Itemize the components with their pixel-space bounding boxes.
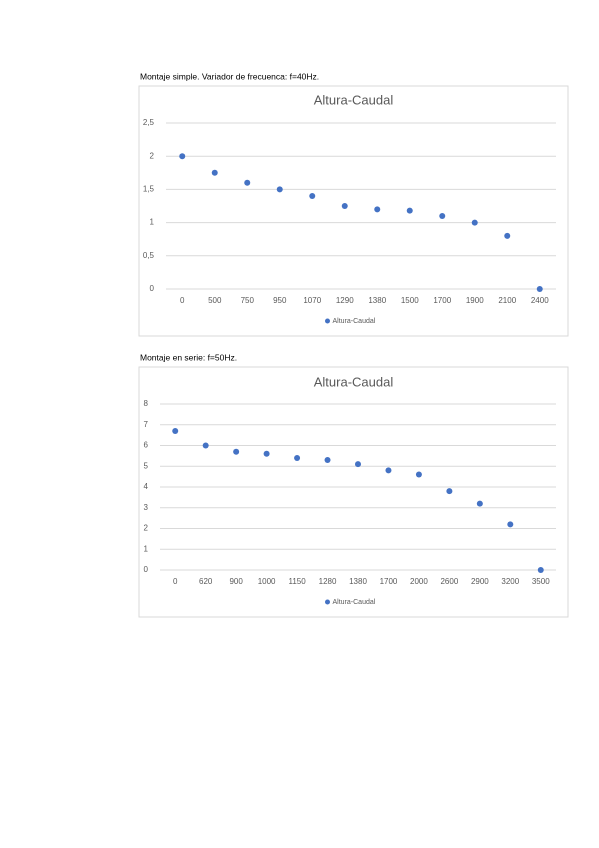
x-tick-label: 1700 <box>380 577 398 586</box>
data-point <box>244 179 251 186</box>
x-tick-label: 1150 <box>288 577 306 586</box>
data-point <box>374 206 381 213</box>
x-tick-label: 2100 <box>498 296 516 305</box>
chart-heading: Montaje en serie: f=50Hz. <box>140 352 237 362</box>
x-tick-label: 950 <box>273 296 287 305</box>
x-tick-label: 1700 <box>433 296 451 305</box>
data-point <box>507 521 514 528</box>
x-tick-label: 620 <box>199 577 213 586</box>
y-tick-label: 0 <box>144 565 149 574</box>
data-point <box>406 207 413 214</box>
y-tick-label: 4 <box>144 482 149 491</box>
chart-frame <box>138 366 569 618</box>
data-point <box>172 427 179 434</box>
y-tick-label: 1 <box>150 218 155 227</box>
x-tick-label: 1500 <box>401 296 419 305</box>
y-tick-label: 1 <box>144 544 149 553</box>
data-point <box>294 454 301 461</box>
legend-marker <box>325 318 330 324</box>
x-tick-label: 3200 <box>501 577 519 586</box>
data-point <box>504 232 511 239</box>
data-point <box>211 169 218 176</box>
data-point <box>536 286 543 292</box>
x-tick-label: 2600 <box>440 577 458 586</box>
data-point <box>324 457 331 464</box>
x-tick-label: 1290 <box>336 296 354 305</box>
chart-heading: Montaje simple. Variador de frecuenca: f… <box>140 71 319 81</box>
y-tick-label: 8 <box>144 399 149 408</box>
x-tick-label: 1380 <box>349 577 367 586</box>
data-point <box>471 219 478 226</box>
y-tick-label: 2 <box>150 151 155 160</box>
x-tick-label: 0 <box>180 296 185 305</box>
y-tick-label: 3 <box>144 503 149 512</box>
y-tick-label: 7 <box>144 420 149 429</box>
data-point <box>439 212 446 219</box>
data-point <box>309 193 316 200</box>
chart-title: Altura-Caudal <box>314 374 394 389</box>
x-tick-label: 1900 <box>466 296 484 305</box>
x-tick-label: 1380 <box>368 296 386 305</box>
data-point <box>341 203 348 209</box>
x-tick-label: 0 <box>173 577 178 586</box>
data-point <box>415 471 422 478</box>
x-tick-label: 2900 <box>471 577 489 586</box>
data-point <box>263 450 270 457</box>
data-point <box>276 186 283 193</box>
y-tick-label: 0 <box>150 284 155 293</box>
data-point <box>202 442 209 449</box>
legend-label: Altura-Caudal <box>333 599 376 606</box>
legend-label: Altura-Caudal <box>333 318 376 325</box>
y-tick-label: 1,5 <box>143 185 155 194</box>
data-point <box>233 448 240 455</box>
chart-frame <box>138 85 569 337</box>
x-tick-label: 2000 <box>410 577 428 586</box>
x-tick-label: 1000 <box>258 577 276 586</box>
y-tick-label: 6 <box>144 441 149 450</box>
x-tick-label: 500 <box>208 296 222 305</box>
data-point <box>385 467 392 474</box>
x-tick-label: 900 <box>229 577 243 586</box>
chart-title: Altura-Caudal <box>314 92 394 107</box>
x-tick-label: 3500 <box>532 577 550 586</box>
y-tick-label: 2 <box>144 524 149 533</box>
x-tick-label: 2400 <box>531 296 549 305</box>
data-point <box>446 488 453 495</box>
x-tick-label: 1070 <box>303 296 321 305</box>
y-tick-label: 0,5 <box>143 251 155 260</box>
x-tick-label: 1280 <box>319 577 337 586</box>
y-tick-label: 5 <box>144 461 149 470</box>
y-tick-label: 2,5 <box>143 118 155 127</box>
data-point <box>537 567 544 573</box>
data-point <box>476 500 483 507</box>
data-point <box>179 153 186 160</box>
x-tick-label: 750 <box>241 296 255 305</box>
legend-marker <box>325 599 330 605</box>
data-point <box>355 461 361 468</box>
